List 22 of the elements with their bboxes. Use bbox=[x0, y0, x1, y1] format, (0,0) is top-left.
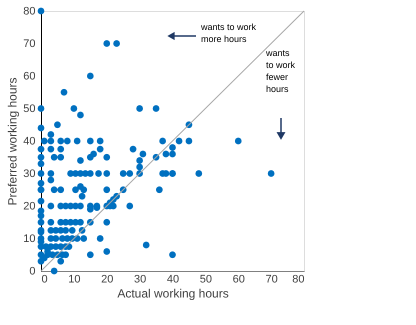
y-tick-label: 80 bbox=[23, 6, 36, 18]
x-tick-label: 50 bbox=[200, 274, 212, 286]
y-tick-label: 70 bbox=[23, 38, 36, 50]
y-tick-label: 50 bbox=[23, 103, 36, 115]
y-axis-title: Preferred working hours bbox=[5, 77, 20, 206]
x-tick-label: 80 bbox=[292, 274, 304, 286]
y-tick-label: 30 bbox=[23, 168, 36, 180]
y-tick-label: 60 bbox=[23, 70, 36, 82]
annotation: wants to work fewer hours bbox=[265, 48, 296, 94]
x-tick-label: 70 bbox=[266, 274, 278, 286]
y-tick-label: 20 bbox=[23, 200, 36, 212]
x-tick-label: 10 bbox=[68, 274, 80, 286]
annotation: wants to work more hours bbox=[200, 22, 257, 44]
x-tick-label: 20 bbox=[101, 274, 114, 286]
x-tick-label: 0 bbox=[42, 274, 48, 286]
y-tick-label: 10 bbox=[23, 233, 36, 245]
x-axis-title: Actual working hours bbox=[117, 286, 229, 300]
x-tick-label: 30 bbox=[134, 274, 146, 286]
x-tick-label: 40 bbox=[166, 274, 180, 286]
y-tick-label: 40 bbox=[23, 136, 36, 148]
x-tick-label: 60 bbox=[232, 274, 245, 286]
y-tick-label: 0 bbox=[29, 266, 36, 278]
